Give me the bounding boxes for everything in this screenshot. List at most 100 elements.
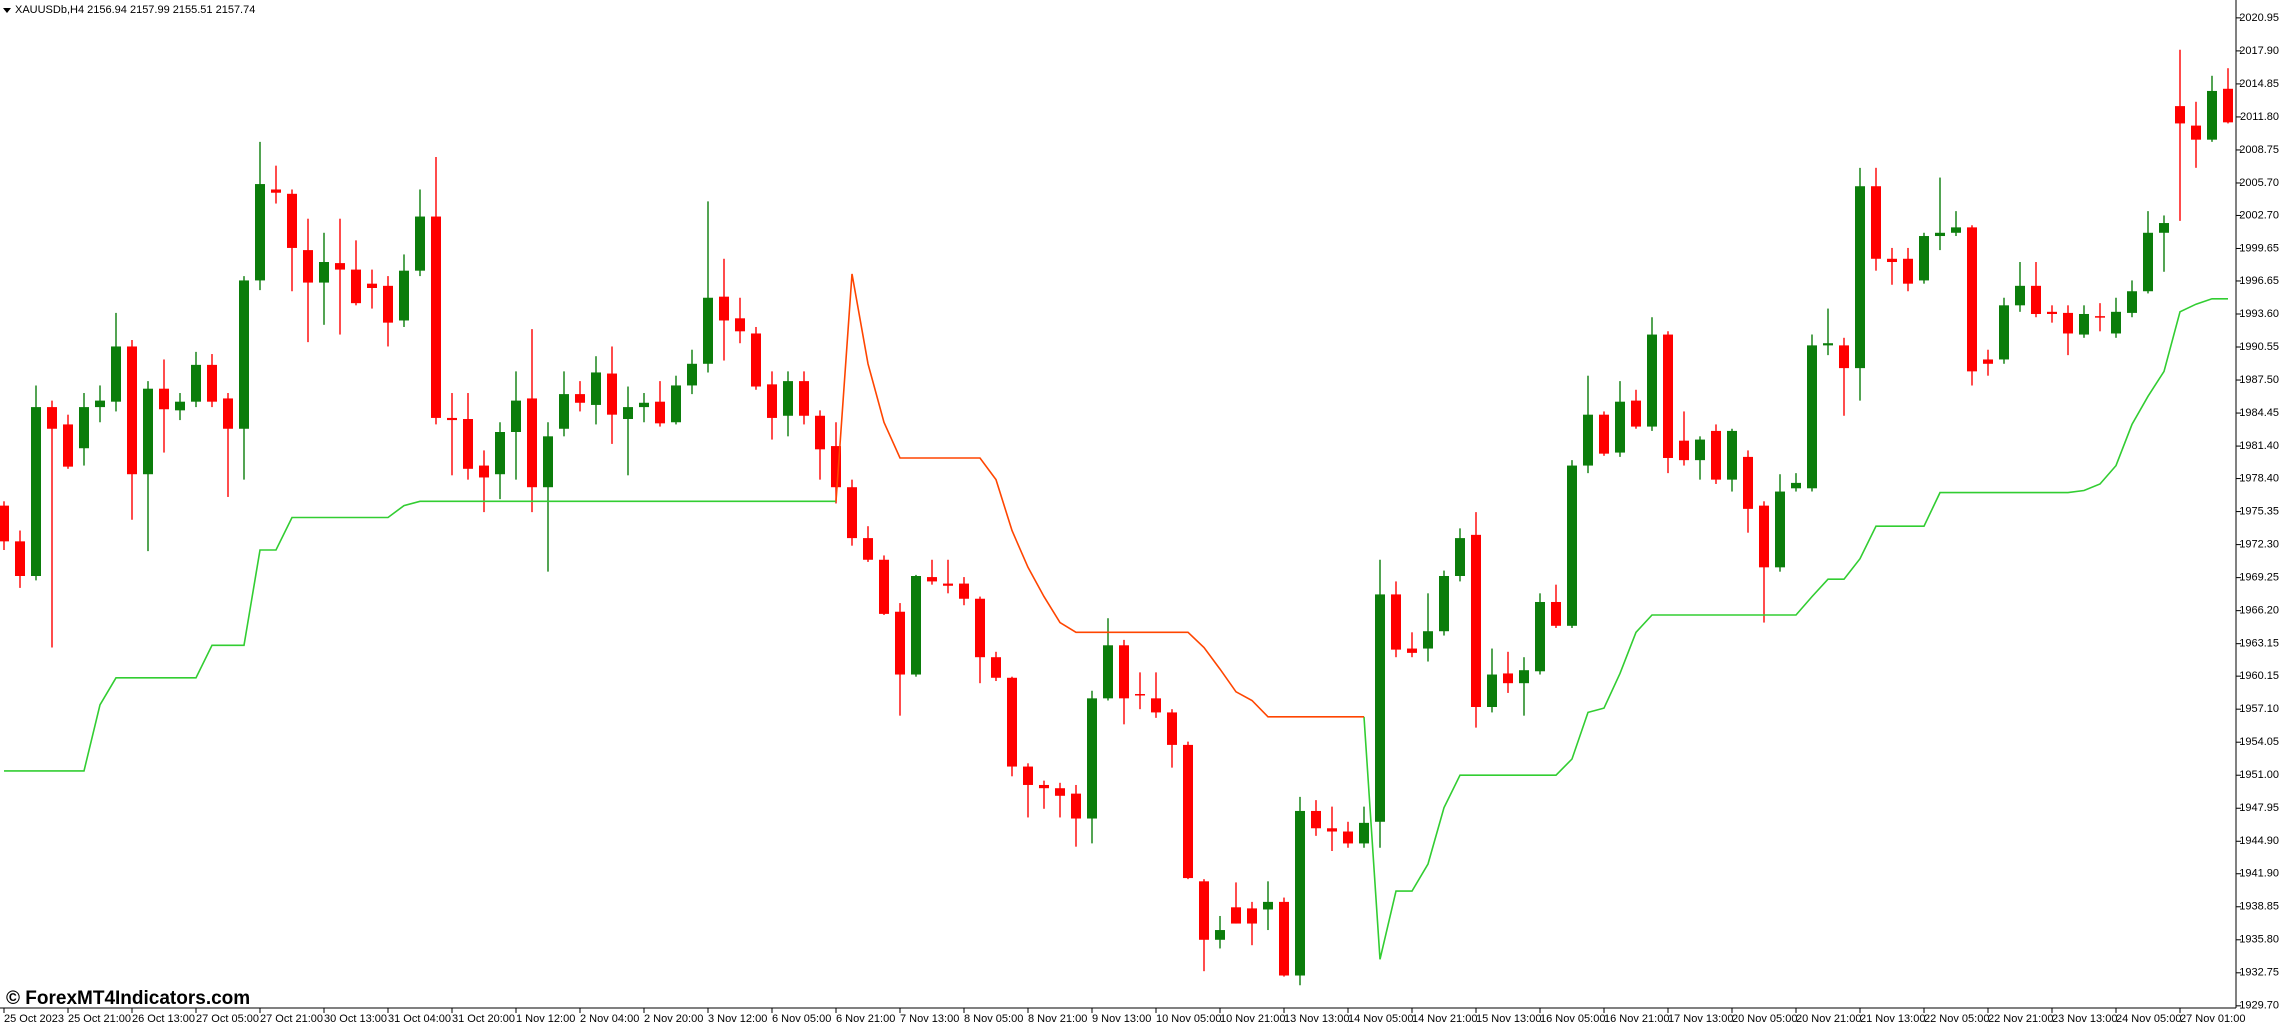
symbol-menu-arrow[interactable] <box>3 8 11 13</box>
y-tick-label: 1954.05 <box>2239 736 2279 748</box>
candle-body <box>415 216 425 271</box>
candle-body <box>1919 236 1929 281</box>
candle-body <box>1519 670 1529 684</box>
y-tick-label: 2011.80 <box>2240 111 2279 123</box>
candle-body <box>351 269 361 304</box>
candle-body <box>1151 698 1161 713</box>
candle-body <box>2191 125 2201 140</box>
x-tick-label: 6 Nov 05:00 <box>772 1013 831 1025</box>
candle-body <box>191 364 201 402</box>
candle-body <box>1375 594 1385 822</box>
x-tick-label: 6 Nov 21:00 <box>836 1013 895 1025</box>
candle-body <box>1439 576 1449 632</box>
x-tick-label: 7 Nov 13:00 <box>900 1013 959 1025</box>
candle-body <box>319 262 329 283</box>
candle-body <box>1791 482 1801 489</box>
candle-body <box>1631 400 1641 427</box>
y-tick-label: 2008.75 <box>2239 144 2279 156</box>
candle-body <box>719 296 729 321</box>
candle-body <box>1679 440 1689 461</box>
candle-body <box>1967 227 1977 372</box>
candle-body <box>1887 258 1897 263</box>
candle-body <box>95 400 105 408</box>
y-tick-label: 1947.95 <box>2239 802 2279 814</box>
x-tick-label: 27 Oct 21:00 <box>260 1013 323 1025</box>
candle-body <box>2095 316 2105 318</box>
x-tick-label: 20 Nov 05:00 <box>1732 1013 1797 1025</box>
candle-body <box>1663 334 1673 458</box>
candle-body <box>1279 901 1289 976</box>
candle-body <box>271 189 281 193</box>
candle-body <box>1359 822 1369 844</box>
candle-body <box>1023 766 1033 785</box>
candle-body <box>1199 881 1209 940</box>
candle-body <box>1135 694 1145 696</box>
x-tick-label: 10 Nov 21:00 <box>1220 1013 1285 1025</box>
candle-body <box>1295 810 1305 976</box>
x-tick-label: 1 Nov 12:00 <box>516 1013 575 1025</box>
candle-body <box>1599 414 1609 454</box>
candle-body <box>1327 828 1337 832</box>
candle-body <box>591 372 601 405</box>
candle-body <box>671 385 681 423</box>
x-tick-label: 2 Nov 04:00 <box>580 1013 639 1025</box>
candle-body <box>1871 186 1881 259</box>
candle-body <box>1215 930 1225 940</box>
candle-body <box>2015 285 2025 306</box>
x-tick-label: 31 Oct 04:00 <box>388 1013 451 1025</box>
y-tick-label: 1960.15 <box>2239 670 2279 682</box>
candle-body <box>1231 907 1241 924</box>
candle-body <box>959 583 969 599</box>
candle-body <box>495 432 505 475</box>
candle-body <box>559 394 569 429</box>
candle-body <box>479 465 489 478</box>
candle-body <box>127 346 137 475</box>
candle-body <box>367 283 377 288</box>
y-tick-label: 1932.75 <box>2239 967 2279 979</box>
candle-body <box>1391 594 1401 650</box>
candle-body <box>1039 784 1049 789</box>
candle-body <box>975 598 985 658</box>
candle-body <box>1535 601 1545 672</box>
y-tick-label: 1987.50 <box>2239 374 2279 386</box>
candle-body <box>1263 901 1273 910</box>
candle-body <box>239 280 249 429</box>
x-tick-label: 8 Nov 21:00 <box>1028 1013 1087 1025</box>
candle-body <box>143 388 153 475</box>
x-tick-label: 25 Oct 21:00 <box>68 1013 131 1025</box>
candle-body <box>159 388 169 410</box>
candle-body <box>1103 645 1113 699</box>
y-tick-label: 1972.30 <box>2239 539 2279 551</box>
x-tick-label: 13 Nov 13:00 <box>1284 1013 1349 1025</box>
y-tick-label: 1929.70 <box>2239 1000 2279 1012</box>
x-tick-label: 9 Nov 13:00 <box>1092 1013 1151 1025</box>
candle-body <box>991 657 1001 678</box>
candle-body <box>47 407 57 429</box>
candle-body <box>2063 312 2073 334</box>
candle-body <box>399 270 409 321</box>
candle-body <box>543 436 553 488</box>
candle-body <box>223 398 233 429</box>
y-tick-label: 1966.20 <box>2239 605 2279 617</box>
x-tick-label: 30 Oct 13:00 <box>324 1013 387 1025</box>
candle-body <box>703 297 713 364</box>
candle-body <box>511 400 521 432</box>
candle-body <box>655 401 665 424</box>
candle-body <box>111 346 121 402</box>
candle-body <box>607 373 617 415</box>
y-tick-label: 1999.65 <box>2239 242 2279 254</box>
chart-title: XAUUSDb,H4 2156.94 2157.99 2155.51 2157.… <box>15 4 255 16</box>
candle-body <box>1823 343 1833 346</box>
candle-body <box>0 505 9 542</box>
y-tick-label: 1938.85 <box>2239 901 2279 913</box>
y-tick-label: 1993.60 <box>2239 308 2279 320</box>
candle-body <box>1935 232 1945 237</box>
candle-body <box>1487 674 1497 708</box>
x-tick-label: 8 Nov 05:00 <box>964 1013 1023 1025</box>
candle-body <box>1775 491 1785 568</box>
candle-body <box>2175 106 2185 124</box>
candle-body <box>2143 232 2153 292</box>
candle-body <box>687 363 697 386</box>
x-tick-label: 17 Nov 13:00 <box>1668 1013 1733 1025</box>
